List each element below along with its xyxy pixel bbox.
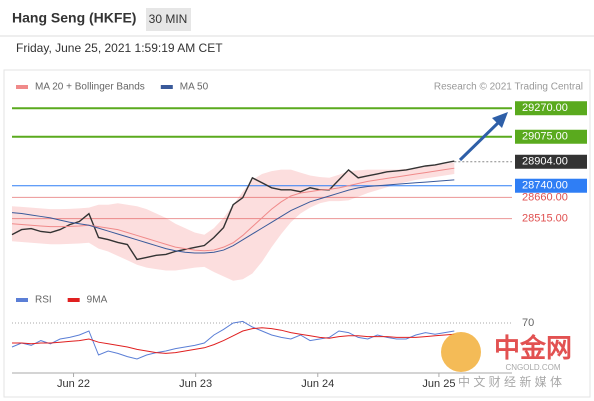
y-tick-label: 70	[522, 317, 534, 329]
timeframe[interactable]: 30 MIN	[149, 12, 188, 26]
watermark-tagline: 中 文 财 经 新 媒 体	[458, 374, 562, 389]
legend-swatch	[16, 298, 28, 302]
level-label: 28515.00	[522, 213, 568, 225]
series-line	[11, 320, 455, 360]
level-box	[515, 101, 587, 116]
series-line	[11, 167, 455, 252]
level-box	[515, 154, 587, 169]
legend-label: 9MA	[87, 295, 108, 306]
series-line	[11, 160, 455, 261]
level-label: 28740.00	[522, 180, 568, 192]
title: Hang Seng (HKFE)	[12, 10, 136, 26]
level-box	[515, 129, 587, 144]
watermark-logo	[441, 332, 481, 372]
credit: Research © 2021 Trading Central	[434, 82, 583, 93]
arrow-head	[492, 112, 508, 128]
legend-label: RSI	[35, 295, 52, 306]
level-label: 29270.00	[522, 102, 568, 114]
timeframe-box[interactable]	[146, 8, 191, 31]
level-label: 28904.00	[522, 156, 568, 168]
legend-label: MA 50	[180, 82, 209, 93]
level-label: 28660.00	[522, 191, 568, 203]
watermark: 中金网 CNGOLD.COM 中 文 财 经 新 媒 体	[441, 332, 572, 389]
x-tick-label: Jun 24	[301, 378, 334, 390]
legend-swatch	[16, 85, 28, 89]
x-tick-label: Jun 23	[179, 378, 212, 390]
legend-swatch	[67, 298, 80, 302]
legend-label: MA 20 + Bollinger Bands	[35, 82, 145, 93]
datetime: Friday, June 25, 2021 1:59:19 AM CET	[16, 41, 223, 55]
level-label: 29075.00	[522, 131, 568, 143]
x-tick-label: Jun 25	[422, 378, 455, 390]
level-box	[515, 178, 587, 193]
watermark-text: 中金网	[494, 333, 572, 363]
chart-frame	[3, 69, 591, 398]
plot: 29270.00 29075.00 28904.00 28740.0028660.00…	[11, 82, 587, 390]
watermark-site: CNGOLD.COM	[505, 363, 560, 372]
x-tick-label: Jun 22	[57, 378, 90, 390]
forecast-arrow	[458, 119, 502, 162]
series-line	[11, 179, 455, 254]
legend-swatch	[160, 85, 173, 89]
series-line	[12, 327, 455, 354]
